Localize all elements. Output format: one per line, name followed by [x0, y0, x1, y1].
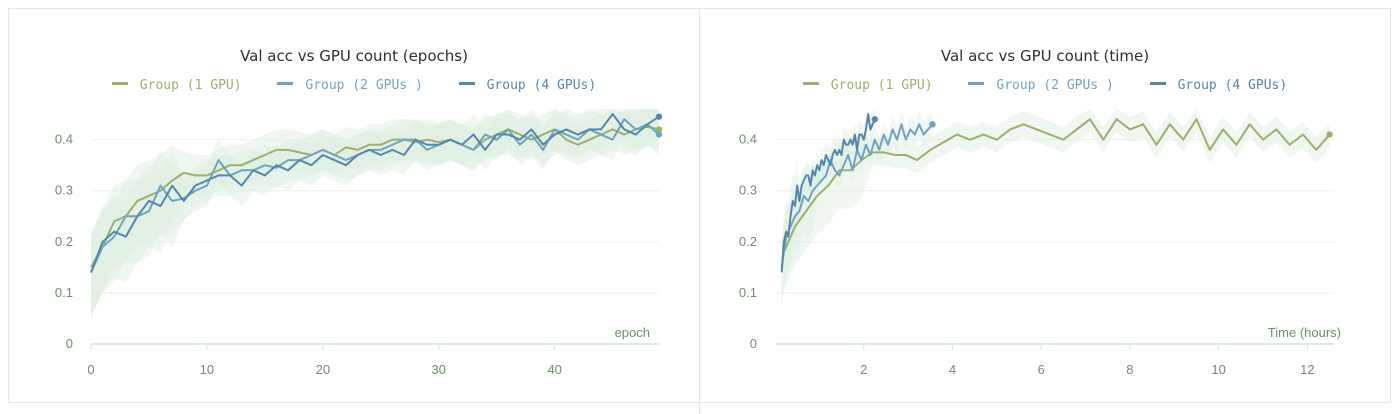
legend-label-1gpu: Group (1 GPU) [830, 78, 933, 93]
chart-legend: Group (1 GPU) Group (2 GPUs ) Group (4 G… [700, 78, 1390, 93]
chart-plot-epochs: 0 0.1 0.2 0.3 0.4 0 10 20 30 40 epoch [55, 109, 663, 377]
x-tick-label: 8 [1126, 362, 1133, 377]
legend-label-2gpu: Group (2 GPUs ) [305, 78, 423, 93]
legend-swatch-1gpu [802, 82, 819, 85]
y-tick-label: 0.3 [739, 183, 757, 198]
x-tick-label: 20 [316, 362, 330, 377]
y-tick-label: 0.4 [55, 132, 73, 147]
series-end-point-1 [655, 131, 663, 138]
legend-label-2gpu: Group (2 GPUs ) [996, 78, 1114, 93]
series-end-point-1 [929, 121, 936, 128]
legend-item-1gpu[interactable]: Group (1 GPU) [802, 78, 933, 93]
legend-item-2gpu[interactable]: Group (2 GPUs ) [277, 78, 423, 93]
legend-item-1gpu[interactable]: Group (1 GPU) [111, 78, 242, 93]
legend-item-4gpu[interactable]: Group (4 GPUs) [458, 78, 597, 93]
x-tick-label: 2 [860, 362, 867, 377]
x-tick-label: 30 [432, 362, 446, 377]
x-tick-label: 40 [547, 362, 561, 377]
series-line-0 [782, 118, 1331, 253]
x-tick-label: 0 [87, 362, 94, 377]
chart-plot-time: 0 0.1 0.2 0.3 0.4 2 4 6 8 10 12 Time (hours) [739, 109, 1341, 377]
series-band-0 [783, 109, 1330, 291]
series-band-2 [91, 109, 659, 319]
legend-item-2gpu[interactable]: Group (2 GPUs ) [968, 78, 1114, 93]
legend-swatch-4gpu [458, 82, 475, 85]
legend-swatch-1gpu [111, 82, 128, 85]
x-tick-label: 6 [1038, 362, 1045, 377]
chart-panel-time: Val acc vs GPU count (time) Group (1 GPU… [699, 8, 1391, 403]
x-tick-label: 10 [1211, 362, 1225, 377]
series-band-1 [91, 109, 659, 319]
y-tick-label: 0 [66, 336, 73, 351]
y-tick-label: 0 [750, 336, 757, 351]
y-tick-label: 0.2 [739, 234, 757, 249]
series-line-2 [780, 113, 876, 273]
x-tick-label: 12 [1300, 362, 1314, 377]
series-end-point-0 [1326, 131, 1333, 138]
y-tick-label: 0.1 [739, 285, 757, 300]
x-tick-label: 4 [949, 362, 956, 377]
y-tick-label: 0.4 [739, 132, 757, 147]
series-end-point-0 [655, 126, 663, 133]
series-line-2 [90, 113, 660, 273]
y-tick-label: 0.1 [55, 285, 73, 300]
series-end-point-2 [655, 113, 663, 120]
y-tick-label: 0.2 [55, 234, 73, 249]
legend-swatch-2gpu [968, 82, 985, 85]
series-line-0 [90, 125, 660, 268]
series-band-0 [91, 109, 659, 314]
chart-title: Val acc vs GPU count (time) [940, 47, 1150, 65]
legend-label-4gpu: Group (4 GPUs) [486, 78, 597, 93]
x-axis-title: epoch [615, 325, 650, 340]
x-tick-label: 10 [200, 362, 214, 377]
chart-panel-epochs: Val acc vs GPU count (epochs) Group (1 G… [8, 8, 700, 403]
series-end-point-2 [871, 116, 879, 123]
legend-swatch-4gpu [1149, 82, 1166, 85]
legend-label-4gpu: Group (4 GPUs) [1177, 78, 1288, 93]
chart-title: Val acc vs GPU count (epochs) [240, 47, 468, 65]
next-row-edge [8, 402, 1391, 414]
x-axis-title: Time (hours) [1268, 325, 1341, 340]
legend-label-1gpu: Group (1 GPU) [139, 78, 242, 93]
y-tick-label: 0.3 [55, 183, 73, 198]
chart-legend: Group (1 GPU) Group (2 GPUs ) Group (4 G… [9, 78, 699, 93]
legend-swatch-2gpu [277, 82, 294, 85]
legend-item-4gpu[interactable]: Group (4 GPUs) [1149, 78, 1288, 93]
